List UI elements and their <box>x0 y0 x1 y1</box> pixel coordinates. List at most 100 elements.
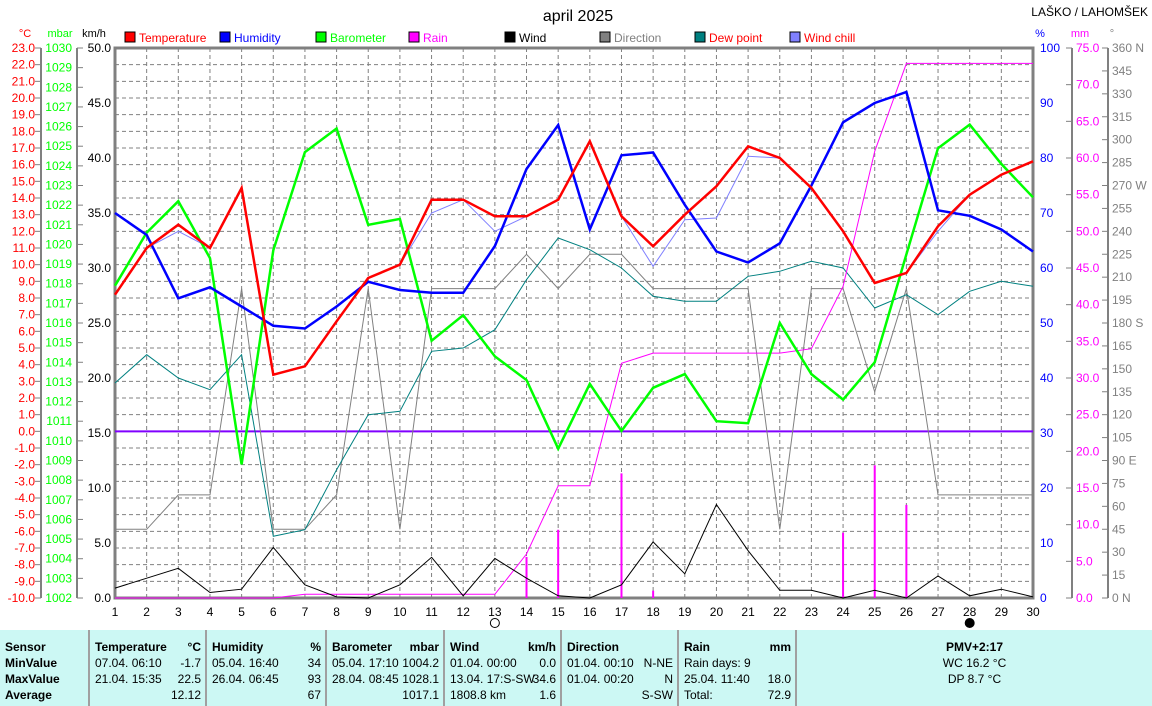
temp-max-time: 21.04. 15:35 <box>95 672 162 686</box>
direction-tick-label: 120 <box>1112 408 1132 422</box>
x-tick-label: 18 <box>646 605 660 619</box>
series-line-temperature <box>113 138 1034 377</box>
wind-tick-label: 25.0 <box>88 316 112 330</box>
barometer-tick-label: 1011 <box>46 414 72 428</box>
rain-tick-label: 30.0 <box>1076 371 1100 385</box>
temperature-tick-label: -3.0 <box>14 474 35 488</box>
legend-swatch-wind-chill <box>789 31 801 43</box>
direction-tick-label: 60 <box>1112 499 1126 513</box>
baro-min-time: 05.04. 17:10 <box>332 656 399 670</box>
x-tick-label: 21 <box>741 605 755 619</box>
wind-min: 0.0 <box>539 656 556 670</box>
temperature-unit-label: °C <box>19 28 31 40</box>
baro-unit: mbar <box>409 640 439 654</box>
temperature-tick-label: 11.0 <box>13 241 36 255</box>
direction-tick-label: 90 E <box>1112 454 1137 468</box>
dir-avg: S-SW <box>641 688 673 702</box>
wind-distance: 1808.8 km <box>450 688 507 702</box>
legend-swatch-temperature <box>124 31 136 43</box>
x-tick-label: 4 <box>207 605 214 619</box>
humidity-tick-label: 20 <box>1040 481 1054 495</box>
barometer-tick-label: 1016 <box>45 316 72 330</box>
temperature-tick-label: -1.0 <box>14 441 35 455</box>
direction-tick-label: 195 <box>1112 293 1132 307</box>
rain-tick-label: 60.0 <box>1076 151 1100 165</box>
baro-min: 1004.2 <box>402 656 439 670</box>
temperature-tick-label: 5.0 <box>18 341 35 355</box>
wind-min-time: 01.04. 00:00 <box>450 656 517 670</box>
barometer-tick-label: 1029 <box>45 61 72 75</box>
temperature-tick-label: 20.0 <box>12 91 36 105</box>
min-label: MinValue <box>5 656 58 670</box>
barometer-tick-label: 1012 <box>45 395 72 409</box>
series-line-rain <box>115 62 1033 599</box>
wind-tick-label: 5.0 <box>94 536 111 550</box>
rain-tick-label: 35.0 <box>1076 334 1100 348</box>
barometer-tick-label: 1030 <box>45 41 72 55</box>
humidity-tick-label: 40 <box>1040 371 1054 385</box>
legend-label: Humidity <box>234 31 281 45</box>
comfort-column: PMV+2:17 WC 16.2 °C DP 8.7 °C <box>795 630 1152 706</box>
x-tick-label: 23 <box>805 605 819 619</box>
barometer-tick-label: 1007 <box>45 493 72 507</box>
barometer-tick-label: 1009 <box>45 454 72 468</box>
wind-header: Wind <box>450 640 480 654</box>
series-line-barometer <box>113 122 1034 465</box>
temperature-tick-label: 18.0 <box>12 124 36 138</box>
rain-total-label: Total: <box>684 688 713 702</box>
x-tick-label: 16 <box>583 605 597 619</box>
series-line-dew-point <box>114 237 1034 537</box>
baro-max-time: 28.04. 08:45 <box>332 672 399 686</box>
temp-avg: 12.12 <box>170 688 201 702</box>
x-tick-label: 10 <box>393 605 407 619</box>
wind-max: 34.6 <box>532 672 556 686</box>
grid <box>113 46 1035 600</box>
barometer-tick-label: 1017 <box>45 296 72 310</box>
legend-swatch-wind <box>504 31 516 43</box>
humidity-unit-label: % <box>1035 28 1045 40</box>
direction-tick-label: 315 <box>1112 110 1132 124</box>
legend-label: Rain <box>423 31 448 45</box>
rain-tick-label: 45.0 <box>1076 261 1100 275</box>
direction-tick-label: 210 <box>1112 270 1132 284</box>
temp-min: -1.7 <box>180 656 201 670</box>
rain-total: 72.9 <box>767 688 791 702</box>
axes: 23.022.021.020.019.018.017.016.015.014.0… <box>8 28 1148 619</box>
new-moon-icon <box>964 618 975 628</box>
humidity-tick-label: 0 <box>1040 591 1047 605</box>
dir-header: Direction <box>567 640 620 654</box>
temperature-tick-label: 8.0 <box>18 291 35 305</box>
x-tick-label: 28 <box>963 605 977 619</box>
sensor-column: Sensor MinValue MaxValue Average <box>0 630 88 706</box>
wind-tick-label: 20.0 <box>88 371 112 385</box>
x-tick-label: 13 <box>488 605 502 619</box>
temperature-tick-label: -2.0 <box>14 458 35 472</box>
hum-avg: 67 <box>307 688 321 702</box>
direction-tick-label: 180 S <box>1112 316 1143 330</box>
rain-tick-label: 0.0 <box>1076 591 1093 605</box>
temperature-tick-label: 1.0 <box>18 408 35 422</box>
dir-min: N-NE <box>643 656 673 670</box>
direction-tick-label: 270 W <box>1112 179 1147 193</box>
wind-column: Wind km/h 01.04. 00:00 0.0 13.04. 17:S-SW 3… <box>443 630 560 706</box>
x-tick-label: 12 <box>457 605 471 619</box>
x-tick-label: 25 <box>868 605 882 619</box>
barometer-tick-label: 1005 <box>45 532 72 546</box>
legend-label: Wind <box>519 31 546 45</box>
barometer-tick-label: 1027 <box>45 100 72 114</box>
rain-header: Rain <box>684 640 711 654</box>
wind-tick-label: 35.0 <box>88 206 112 220</box>
weather-chart: april 2025 LAŠKO / LAHOMŠEK 23.022.021.0… <box>8 4 1148 628</box>
hum-min-time: 05.04. 16:40 <box>212 656 279 670</box>
wind-tick-label: 50.0 <box>88 41 112 55</box>
temperature-tick-label: 21.0 <box>12 74 36 88</box>
barometer-column: Barometer mbar 05.04. 17:10 1004.2 28.04. … <box>325 630 443 706</box>
legend-swatch-humidity <box>219 31 231 43</box>
legend-label: Barometer <box>330 31 386 45</box>
humidity-tick-label: 30 <box>1040 426 1054 440</box>
temperature-tick-label: -5.0 <box>14 508 35 522</box>
x-tick-label: 11 <box>425 605 438 619</box>
direction-tick-label: 345 <box>1112 64 1132 78</box>
wind-tick-label: 45.0 <box>88 96 112 110</box>
series-line-wind <box>114 503 1034 599</box>
